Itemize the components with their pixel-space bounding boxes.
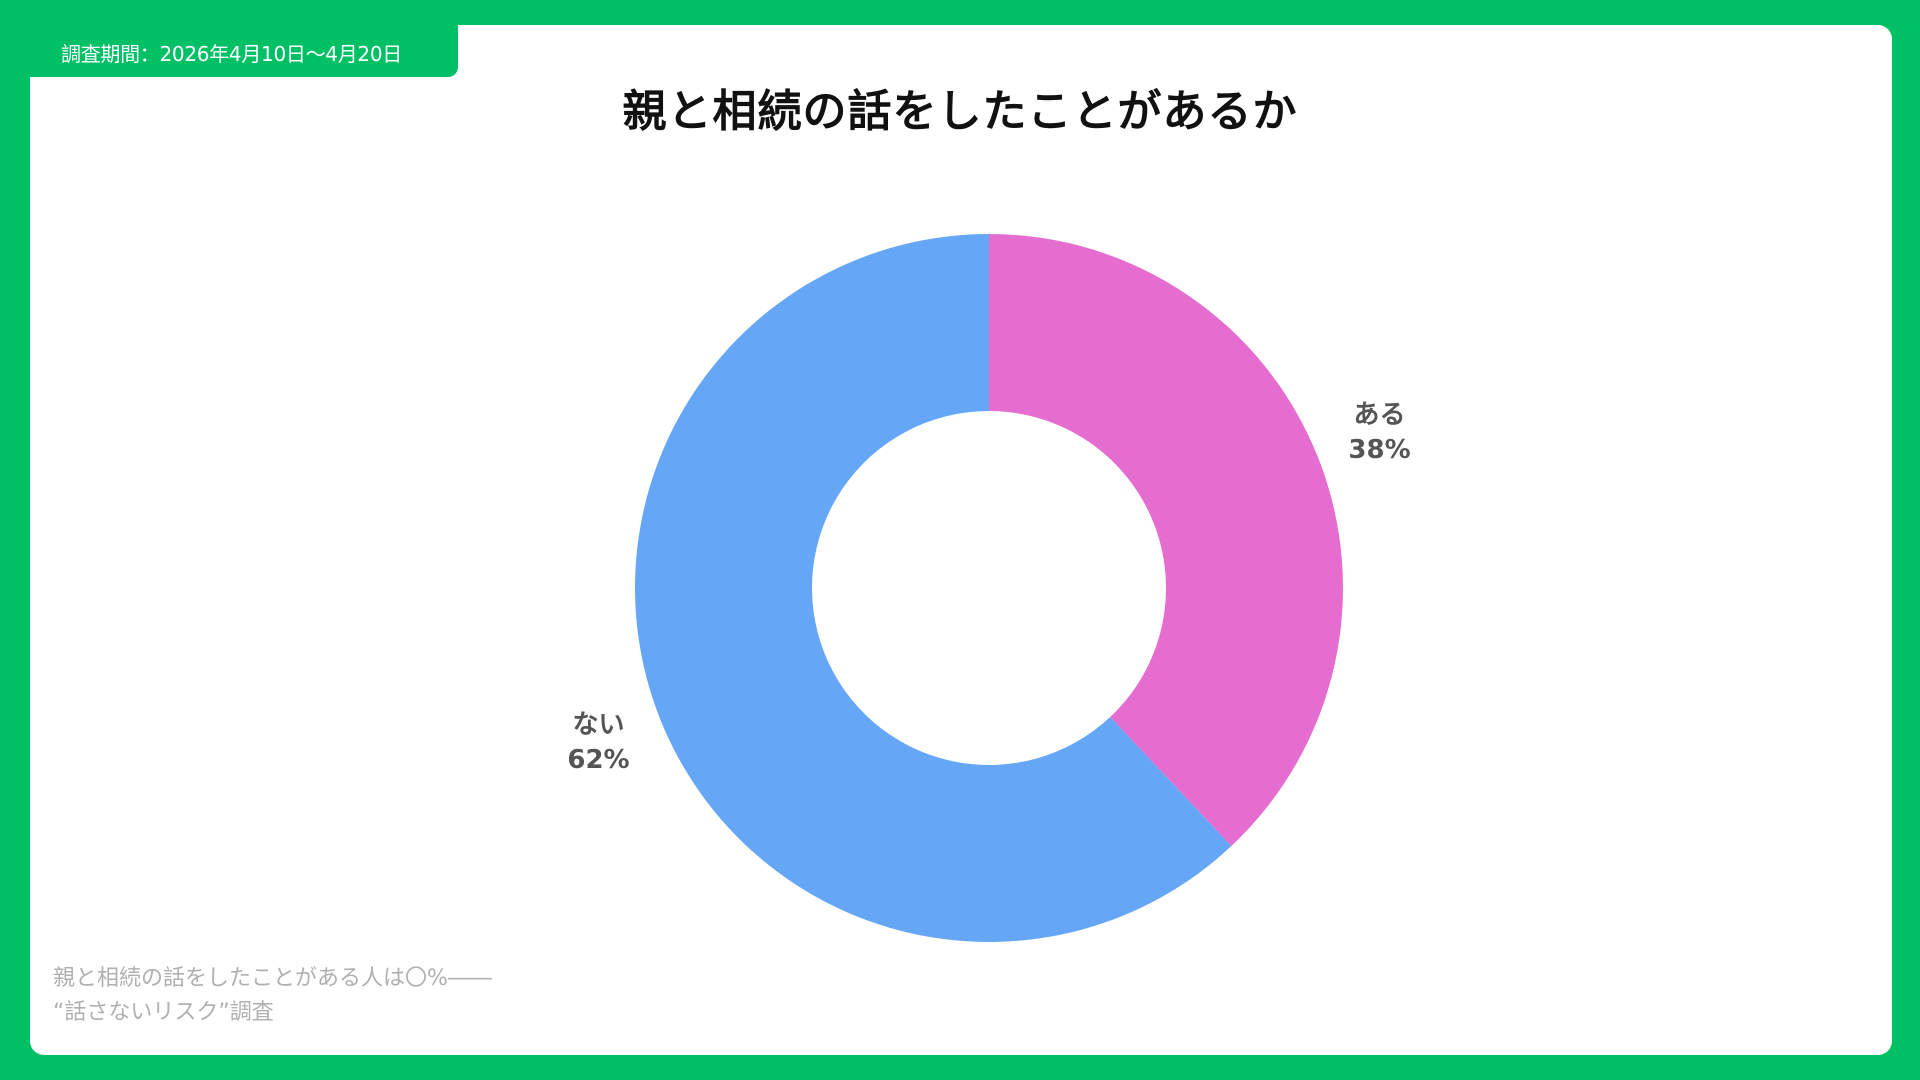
chart-title: 親と相続の話をしたことがあるか xyxy=(622,86,1298,137)
donut-slice-0 xyxy=(989,234,1343,847)
slice-label-name: ない xyxy=(572,709,625,740)
footer-caption: 親と相続の話をしたことがある人は〇%―― “話さないリスク”調査 xyxy=(53,962,492,1030)
survey-period-tab: 調査期間：2026年4月10日〜4月20日 xyxy=(30,25,458,77)
donut-slice-1 xyxy=(634,234,1232,943)
survey-period-label: 調査期間：2026年4月10日〜4月20日 xyxy=(61,42,402,66)
slice-label-name: ある xyxy=(1353,400,1406,431)
donut-slices xyxy=(634,234,1343,943)
slice-label-0: ある 38% xyxy=(1348,398,1410,468)
footer-line-1: 親と相続の話をしたことがある人は〇%―― xyxy=(53,966,492,991)
slice-label-percent: 62% xyxy=(567,744,630,775)
slice-label-1: ない 62% xyxy=(567,708,629,778)
footer-line-2: “話さないリスク”調査 xyxy=(53,1000,274,1025)
slice-label-percent: 38% xyxy=(1348,435,1411,466)
